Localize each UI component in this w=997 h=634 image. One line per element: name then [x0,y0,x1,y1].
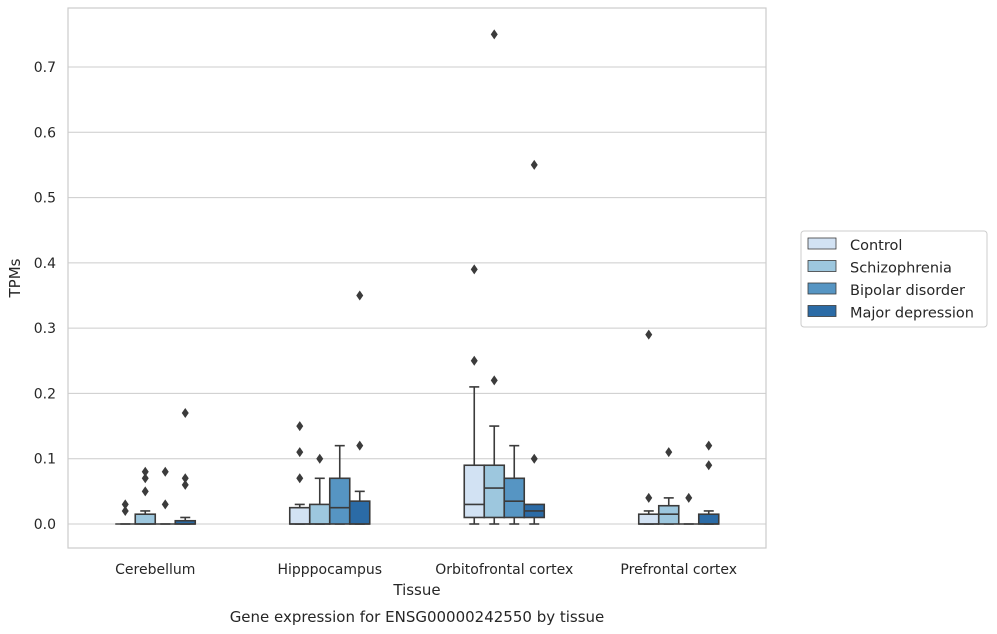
outlier-point [121,505,129,516]
chart-caption: Gene expression for ENSG00000242550 by t… [230,608,605,626]
box-body [483,464,506,519]
legend-frame [800,230,988,328]
y-tick-label: 0.4 [34,256,56,272]
outlier-point [181,408,189,419]
outlier-point [685,492,693,503]
box-bipolar-disorder [678,492,699,525]
outlier-point [121,499,129,510]
outlier-point [296,473,304,484]
legend-label: Bipolar disorder [850,283,965,299]
x-tick-label: Orbitofrontal cortex [435,562,573,578]
box-major-depression [348,290,371,525]
gridlines [68,66,766,525]
y-axis-label: TPMs [6,258,24,298]
box-control [288,421,311,525]
outlier-point [470,355,478,366]
box-body [288,506,311,525]
y-tick-label: 0.7 [34,60,56,76]
y-tick-labels: 0.0 0.1 0.2 0.3 0.4 0.5 0.6 0.7 [34,60,56,533]
outlier-point [665,447,673,458]
box-control [115,499,136,525]
box-bipolar-disorder [155,466,176,525]
legend-swatch [807,282,837,295]
box-body [328,477,351,525]
x-tick-label: Hipppocampus [277,562,382,578]
box-major-depression [174,408,197,525]
outlier-point [181,479,189,490]
x-tick-label: Prefrontal cortex [620,562,737,578]
legend-swatch [807,260,837,272]
legend-label: Control [850,238,902,254]
legend: Control Schizophrenia Bipolar disorder Majo… [800,230,988,328]
y-tick-label: 0.3 [34,321,56,337]
box-body [348,500,371,525]
y-tick-label: 0.0 [34,517,56,533]
outlier-point [141,486,149,497]
box-major-depression [697,440,720,525]
box-body [503,477,526,519]
x-tick-label: Cerebellum [115,562,195,578]
box-bipolar-disorder [328,444,351,525]
box-schizophrenia [308,453,331,525]
outlier-point [470,264,478,275]
box-control [463,264,486,525]
outlier-point [161,466,169,477]
x-axis-label: Tissue [392,581,440,599]
outlier-point [141,473,149,484]
y-tick-label: 0.5 [34,191,56,207]
box-schizophrenia [483,29,506,525]
x-tick-labels: Cerebellum Hipppocampus Orbitofrontal cort… [115,562,737,578]
boxes-layer [115,29,720,525]
outlier-point [316,453,324,464]
y-tick-label: 0.2 [34,386,56,402]
box-schizophrenia [657,447,680,525]
y-tick-label: 0.1 [34,452,56,468]
box-bipolar-disorder [503,444,526,525]
outlier-point [141,466,149,477]
box-schizophrenia [134,466,157,525]
outlier-point [490,29,498,40]
box-control [637,329,660,525]
plot-frame [67,7,767,549]
legend-swatch [807,305,837,317]
outlier-point [705,440,713,451]
box-body [134,513,157,525]
outlier-point [181,473,189,484]
box-body [637,513,660,525]
y-tick-label: 0.6 [34,125,56,141]
outlier-point [645,492,653,503]
outlier-point [645,329,653,340]
box-body [463,464,486,519]
box-major-depression [523,159,546,525]
legend-label: Schizophrenia [850,261,952,277]
outlier-point [356,290,364,301]
outlier-point [296,447,304,458]
box-body [697,513,720,525]
outlier-point [530,453,538,464]
outlier-point [356,440,364,451]
legend-swatch [807,237,837,250]
outlier-point [705,460,713,471]
outlier-point [530,159,538,170]
outlier-point [490,375,498,386]
legend-label: Major depression [850,306,974,322]
outlier-point [296,421,304,432]
box-body [308,503,331,525]
outlier-point [161,499,169,510]
